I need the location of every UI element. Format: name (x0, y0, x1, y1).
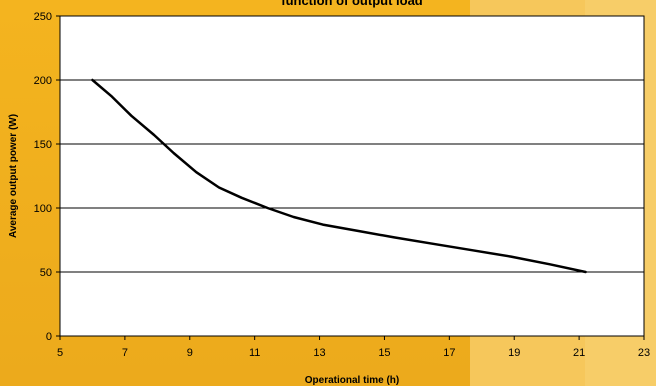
x-tick-label: 23 (638, 347, 650, 359)
gridlines (60, 79, 644, 273)
x-tick-label: 21 (573, 347, 585, 359)
plot-area (59, 15, 645, 337)
x-tick-label: 5 (57, 347, 63, 359)
x-tick-label: 7 (122, 347, 128, 359)
y-axis-title: Average output power (W) (8, 114, 19, 238)
x-tick-label: 17 (443, 347, 455, 359)
y-tick-label: 0 (46, 331, 52, 343)
x-tick-label: 9 (187, 347, 193, 359)
x-tick-label: 13 (313, 347, 325, 359)
y-axis-ticks: 0 50 100 150 200 250 (34, 11, 60, 343)
x-axis-ticks: 5 7 9 11 13 15 17 19 21 23 (57, 336, 650, 359)
y-tick-label: 200 (34, 75, 52, 87)
x-tick-label: 19 (508, 347, 520, 359)
chart-title: function of output load (281, 0, 423, 8)
y-tick-label: 250 (34, 11, 52, 23)
x-tick-label: 11 (249, 347, 260, 359)
y-tick-label: 50 (40, 267, 52, 279)
x-axis-title: Operational time (h) (305, 375, 399, 386)
series-line (91, 78, 587, 274)
y-tick-label: 100 (34, 203, 52, 215)
x-tick-label: 15 (378, 347, 390, 359)
y-tick-label: 150 (34, 139, 52, 151)
